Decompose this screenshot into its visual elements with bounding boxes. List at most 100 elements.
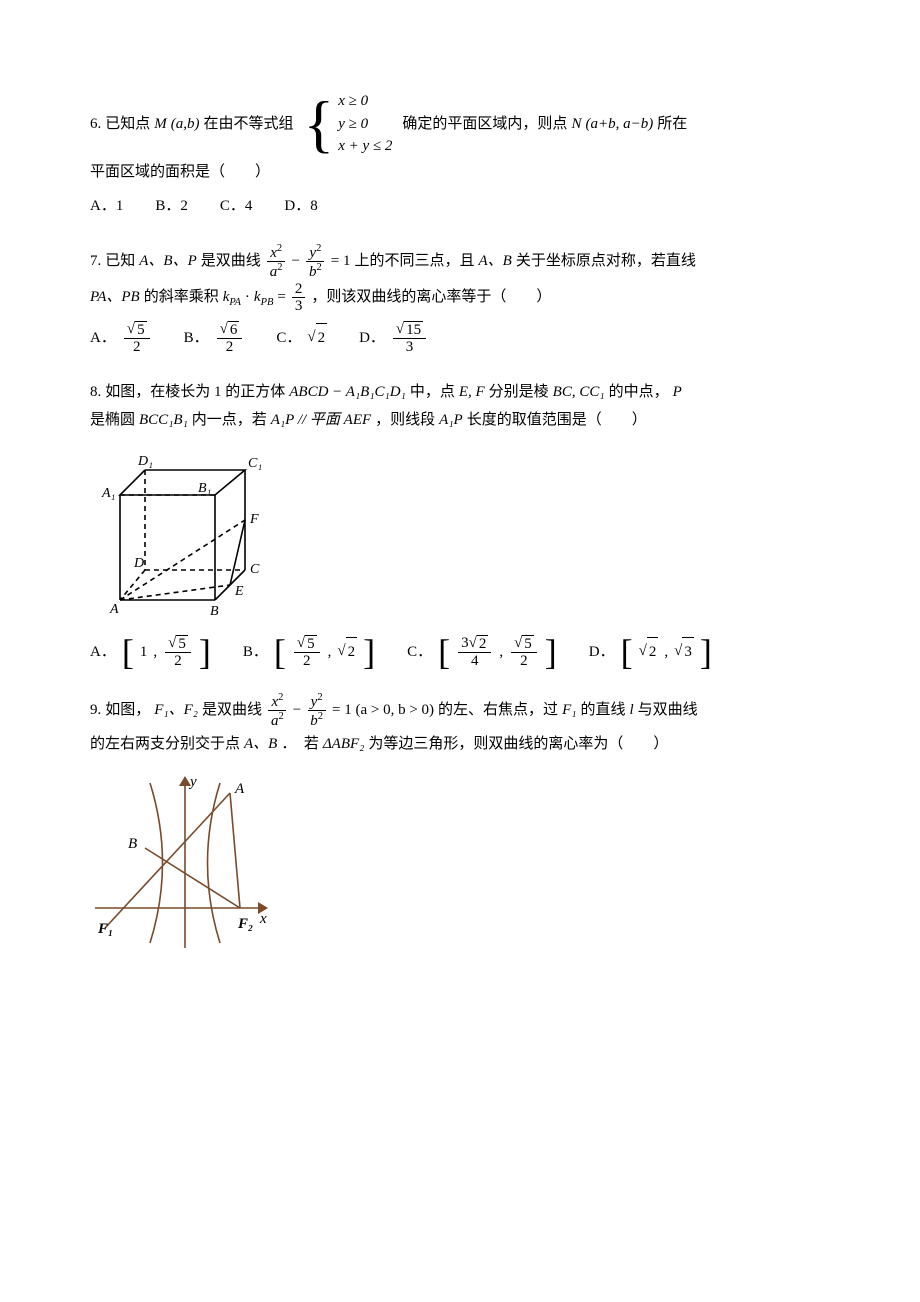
q7-mid1: 是双曲线 [201, 247, 261, 276]
q8-l2d: 长度的取值范围是（ ） [467, 406, 647, 435]
lbl-F1-9: F₁ [97, 921, 113, 937]
lbl-E: E [234, 584, 244, 599]
q8-t2: 中，点 [410, 378, 455, 407]
q8-l2b: 内一点，若 [192, 406, 267, 435]
brace-icon: { [304, 95, 335, 153]
q7-D-den: 3 [403, 339, 417, 356]
q9-rhs: = 1 (a > 0, b > 0) [332, 696, 434, 725]
q7-prefix: 已知 [105, 247, 135, 276]
lbl-A9: A [234, 781, 245, 797]
q7-mid3: 关于坐标原点对称，若直线 [516, 247, 696, 276]
q9-line2: 的左右两支分别交于点 A、B ． 若 ΔABF₂ 为等边三角形，则双曲线的离心率… [90, 730, 830, 759]
q6-options: A．1 B．2 C．4 D．8 [90, 192, 830, 221]
question-6: 6. 已知点 M (a,b) 在由不等式组 { x ≥ 0 y ≥ 0 x + … [90, 90, 830, 221]
q8-C-label: C． [407, 638, 432, 667]
q8-C-aden: 4 [468, 653, 482, 670]
q8-A-bnum: 5 [176, 635, 188, 653]
q8-options: A． [ 1, √52 ] B． [ √52 , √2 ] C． [ 3√24 … [90, 635, 830, 670]
q7-b: b [309, 264, 317, 280]
q7-line2c: ，则该双曲线的离心率等于（ ） [311, 283, 551, 312]
q7-options: A． √52 B． √62 C． √2 D． √153 [90, 321, 830, 356]
q9-l2c: 为等边三角形，则双曲线的离心率为（ ） [368, 730, 668, 759]
q9-line1: 9. 如图， F₁、F₂ 是双曲线 x2 a2 − y2 b2 = 1 (a >… [90, 692, 830, 730]
q7-kpa-sub: PA [229, 297, 240, 308]
q9-num: 9. [90, 696, 101, 725]
q9-t5: 与双曲线 [638, 696, 698, 725]
lbl-D: D [133, 556, 144, 571]
q7-line1: 7. 已知 A、B、P 是双曲线 x2 a2 − y2 b2 = 1 上的不同三… [90, 243, 830, 281]
q9-l2a: 的左右两支分别交于点 [90, 730, 240, 759]
q6-sys-1: x ≥ 0 [338, 90, 392, 113]
q6-M: M [154, 110, 167, 139]
q8-P: P [673, 378, 682, 407]
q7-frac-23: 2 3 [292, 281, 306, 315]
q7-A-den: 2 [130, 339, 144, 356]
q7-23-num: 2 [292, 281, 306, 299]
q7-D-label: D． [359, 324, 385, 353]
q9-t4: 的直线 [580, 696, 625, 725]
lbl-y9: y [188, 774, 197, 790]
minus-icon: − [292, 247, 300, 276]
q8-num: 8. [90, 378, 101, 407]
q6-opt-B: B．2 [155, 192, 188, 221]
q7-k2: k [254, 289, 261, 305]
q9-l2b: ． 若 [281, 730, 319, 759]
q8-A-label: A． [90, 638, 116, 667]
dot-icon: · [245, 283, 250, 312]
lbl-A1: A₁ [101, 486, 115, 501]
q9-t2: 是双曲线 [202, 696, 262, 725]
q9-diagram: A B F₁ F₂ x y [90, 768, 830, 958]
q6-sys-2: y ≥ 0 [338, 113, 392, 136]
q6-sys-3: x + y ≤ 2 [338, 135, 392, 158]
q8-D-a: 2 [647, 637, 659, 667]
lbl-B1: B₁ [198, 481, 211, 496]
q7-frac-x2a2: x2 a2 [267, 243, 286, 281]
q7-line2: PA、PB 的斜率乘积 kPA · kPB = 2 3 ，则该双曲线的离心率等于… [90, 281, 830, 315]
q8-opt-C: C． [ 3√24 , √52 ] [407, 635, 557, 670]
q8-B-b: 2 [346, 637, 358, 667]
q8-A-bden: 2 [171, 653, 185, 670]
q8-l2a: 是椭圆 [90, 406, 135, 435]
q6-N: N [571, 110, 581, 139]
q7-kPB: kPB [254, 283, 274, 313]
q9-l: l [629, 696, 633, 725]
q7-eq2: = [277, 283, 285, 312]
q6-line2: 平面区域的面积是（ ） [90, 158, 830, 187]
q9-F12: F₁、F₂ [154, 696, 198, 725]
q8-D-b: 3 [682, 637, 694, 667]
q9-a: a [271, 713, 279, 729]
q9-frac-x: x2 a2 [268, 692, 287, 730]
q8-B-aden: 2 [300, 653, 314, 670]
q7-PAPB: PA、PB [90, 283, 140, 312]
question-8: 8. 如图，在棱长为 1 的正方体 ABCD − A₁B₁C₁D₁ 中，点 E,… [90, 378, 830, 670]
q8-opt-D: D． [ √2 , √3 ] [589, 637, 712, 667]
q7-num: 7. [90, 247, 101, 276]
q7-x: x [270, 245, 277, 261]
q7-opt-A: A． √52 [90, 321, 152, 356]
q9-t3: 的左、右焦点，过 [438, 696, 558, 725]
q6-suffix: 所在 [657, 110, 687, 139]
q8-C-ao: 3 [461, 635, 469, 651]
q8-cube: ABCD − A₁B₁C₁D₁ [289, 378, 406, 407]
q6-opt-C: C．4 [220, 192, 253, 221]
lbl-C: C [250, 562, 260, 577]
q6-paren-N: (a+b, a−b) [585, 110, 653, 139]
lbl-F: F [249, 512, 259, 527]
q8-l2c: ，则线段 [375, 406, 435, 435]
question-9: 9. 如图， F₁、F₂ 是双曲线 x2 a2 − y2 b2 = 1 (a >… [90, 692, 830, 959]
q7-opt-B: B． √62 [184, 321, 245, 356]
q6-system: { x ≥ 0 y ≥ 0 x + y ≤ 2 [304, 90, 393, 158]
q8-C-bden: 2 [517, 653, 531, 670]
q8-B-label: B． [243, 638, 268, 667]
q8-line2: 是椭圆 BCC₁B₁ 内一点，若 A₁P // 平面 AEF ，则线段 A₁P … [90, 406, 830, 435]
q6-line1: 6. 已知点 M (a,b) 在由不等式组 { x ≥ 0 y ≥ 0 x + … [90, 90, 830, 158]
q6-opt-A: A．1 [90, 192, 123, 221]
q8-t1: 如图，在棱长为 1 的正方体 [105, 378, 285, 407]
q7-D-num: 15 [404, 321, 423, 339]
q6-paren-ab: (a,b) [171, 110, 200, 139]
q7-C-label: C． [276, 324, 301, 353]
q8-edges: BC, CC₁ [553, 378, 605, 407]
q7-B-label: B． [184, 324, 209, 353]
q7-AB2: A、B [478, 247, 511, 276]
minus-icon-2: − [293, 696, 301, 725]
